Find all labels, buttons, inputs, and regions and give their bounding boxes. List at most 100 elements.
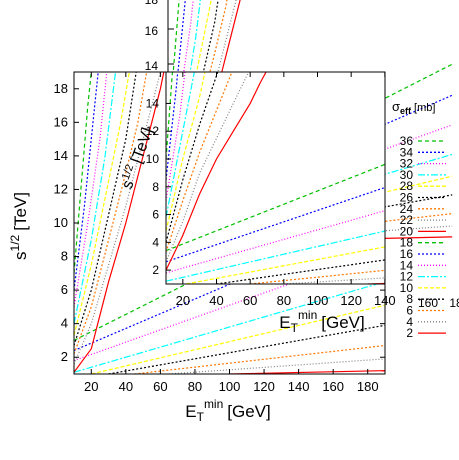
outer-series-sigma-36: [74, 72, 92, 274]
bg-series-sigma-4: [385, 225, 453, 232]
bg-series-sigma-14: [385, 124, 453, 150]
inner-xtick-label: 80: [277, 293, 291, 308]
legend-entry: 24: [400, 202, 446, 216]
outer-series-sigma-28: [74, 72, 130, 336]
legend-entry-label: 2: [406, 326, 413, 340]
bg-series-sigma-28: [195, 0, 212, 72]
outer-xtick-label: 160: [322, 379, 344, 394]
inner-ytick-label: 4: [152, 235, 159, 249]
inner-series-sigma-20: [166, 72, 267, 271]
inner-series-sigma-16: [166, 186, 385, 263]
outer-series-sigma-2: [229, 370, 385, 374]
inset-xaxis-label: ETmin [GeV]: [279, 308, 365, 335]
inner-series-sigma-6: [250, 269, 385, 284]
bg-ytick-label: 16: [145, 24, 159, 38]
legend-entry: 10: [400, 281, 446, 295]
outer-ytick-label: 10: [54, 215, 68, 230]
legend-entry-label: 30: [400, 168, 414, 182]
inner-series-sigma-4: [283, 277, 385, 284]
legend-title: σeff [mb]: [392, 99, 435, 116]
bg-ytick-label: 18: [145, 0, 159, 7]
legend-entry-label: 10: [400, 281, 414, 295]
bg-series-sigma-2: [385, 236, 453, 239]
legend-entry: 34: [400, 145, 446, 159]
outer-xtick-label: 140: [288, 379, 310, 394]
bg-series-sigma-10: [385, 175, 453, 193]
legend-entry-label: 32: [400, 157, 414, 171]
legend-entry-label: 4: [406, 315, 413, 329]
outer-xtick-label: 60: [153, 379, 167, 394]
outer-xtick-label: 100: [219, 379, 241, 394]
outer-series-sigma-22: [74, 72, 161, 365]
outer-xtick-label: 80: [188, 379, 202, 394]
inset-plot-frame: [165, 71, 386, 285]
outer-series-sigma-8: [108, 324, 385, 374]
legend-entry: 22: [400, 213, 446, 227]
outer-series-sigma-6: [134, 344, 385, 374]
legend-entry-label: 6: [406, 304, 413, 318]
legend-entry: 20: [400, 224, 446, 238]
legend-entry: 16: [400, 247, 446, 261]
outer-xaxis-label: ETmin [GeV]: [185, 397, 271, 424]
legend-entry-label: 34: [400, 145, 414, 159]
outer-yaxis-label: s1/2[TeV]: [8, 192, 30, 260]
inner-xtick-label: 40: [209, 293, 223, 308]
outer-ytick-label: 16: [54, 114, 68, 129]
inner-series-sigma-18: [166, 163, 385, 252]
outer-series-sigma-4: [168, 358, 385, 374]
inner-series-sigma-28: [166, 72, 206, 232]
legend-entry: 30: [400, 168, 446, 182]
bg-series-sigma-18: [385, 72, 439, 99]
outer-series-sigma-32: [74, 72, 108, 307]
inner-ytick-label: 12: [146, 124, 160, 138]
inner-series-sigma-36: [166, 72, 174, 160]
outer-series-sigma-34: [74, 72, 99, 291]
legend-entry-label: 24: [400, 202, 414, 216]
legend-entry: 28: [400, 179, 446, 193]
legend-entry-label: 16: [400, 247, 414, 261]
bg-xtick-label: 18: [449, 296, 459, 310]
legend: σeff [mb] 3634323028262422201816141210864…: [392, 99, 446, 340]
outer-series-sigma-30: [74, 72, 117, 324]
legend-entry: 8: [406, 292, 446, 306]
background-plot: 16 14 18: [145, 0, 453, 239]
legend-entry-label: 18: [400, 236, 414, 250]
outer-series-sigma-14: [74, 249, 385, 362]
legend-entry: 6: [406, 304, 446, 318]
legend-entry-label: 12: [400, 270, 414, 284]
legend-entry: 36: [400, 134, 446, 148]
inner-ytick-label: 10: [146, 152, 160, 166]
inner-ytick-label: 2: [152, 263, 159, 277]
outer-xtick-label: 20: [84, 379, 98, 394]
outer-xtick-label: 40: [119, 379, 133, 394]
outer-series-sigma-12: [74, 281, 385, 373]
outer-series-sigma-24: [74, 72, 148, 355]
outer-ytick-label: 6: [61, 282, 68, 297]
bg-xtick-labels: 160 18: [418, 296, 459, 310]
inner-xtick-label: 60: [243, 293, 257, 308]
outer-ytick-label: 4: [61, 316, 68, 331]
outer-xtick-label: 120: [253, 379, 275, 394]
bg-ytick-label: 14: [145, 59, 159, 73]
outer-ytick-label: 14: [54, 148, 68, 163]
outer-ytick-label: 8: [61, 249, 68, 264]
legend-entry: 26: [400, 191, 446, 205]
bg-series-sigma-6: [385, 213, 453, 222]
inner-series-sigma-30: [166, 72, 195, 218]
inner-xtick-label: 120: [340, 293, 362, 308]
legend-entry-label: 20: [400, 224, 414, 238]
bg-series-sigma-34: [177, 0, 186, 72]
legend-entry: 14: [400, 258, 446, 272]
bg-xtick-label: 160: [418, 296, 438, 310]
legend-entry: 12: [400, 270, 446, 284]
outer-xtick-label: 180: [357, 379, 379, 394]
bg-series-sigma-12: [385, 153, 453, 175]
inner-xtick-label: 100: [307, 293, 329, 308]
inner-xtick-label: 20: [176, 293, 190, 308]
legend-entry: 18: [400, 236, 446, 250]
legend-entry: 4: [406, 315, 446, 329]
legend-entry-label: 14: [400, 258, 414, 272]
outer-series-sigma-20: [74, 72, 165, 373]
